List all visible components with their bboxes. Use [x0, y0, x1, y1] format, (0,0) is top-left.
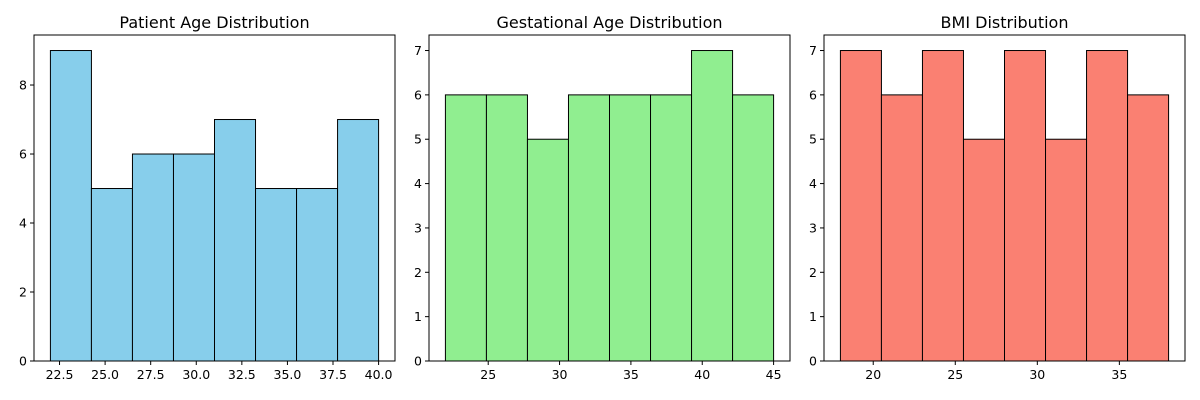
histogram-bar — [1045, 138, 1088, 362]
chart-title: BMI Distribution — [941, 13, 1069, 32]
histogram-bar — [609, 94, 652, 362]
x-tick-label: 30 — [1029, 367, 1045, 382]
x-tick-label: 35 — [623, 367, 639, 382]
x-tick-label: 40 — [694, 367, 710, 382]
x-tick-label: 32.5 — [228, 367, 256, 382]
histogram-bar — [1127, 94, 1170, 362]
x-tick-label: 35 — [1111, 367, 1127, 382]
histogram-bar — [1004, 50, 1047, 362]
histogram-bar — [49, 50, 92, 362]
y-tick-label: 0 — [414, 354, 422, 369]
axes-frame — [823, 34, 1186, 362]
gestational-age-histogram: Gestational Age Distribution 25 30 35 40 450… — [414, 13, 791, 382]
histogram-bar — [650, 94, 693, 362]
histogram-bar — [567, 94, 611, 362]
patient-age-histogram: Patient Age Distribution 22.5 25.0 27.5 30.… — [19, 13, 396, 382]
y-tick-label: 0 — [809, 354, 817, 369]
y-tick-label: 6 — [809, 87, 817, 102]
histogram-bar — [214, 119, 257, 362]
histogram-bar — [1086, 50, 1129, 362]
y-tick-label: 3 — [809, 220, 817, 235]
histogram-bar — [732, 94, 775, 362]
x-tick-label: 40.0 — [365, 367, 393, 382]
y-tick-label: 6 — [19, 147, 27, 162]
x-tick-label: 25.0 — [91, 367, 119, 382]
y-tick-label: 5 — [414, 132, 422, 147]
x-tick-label: 20 — [865, 367, 881, 382]
y-tick-label: 7 — [414, 43, 422, 58]
y-tick-label: 8 — [19, 78, 27, 93]
x-tick-label: 22.5 — [46, 367, 74, 382]
y-tick-label: 2 — [19, 285, 27, 300]
y-tick-label: 2 — [809, 265, 817, 280]
histogram-bar — [962, 138, 1006, 362]
x-tick-label: 35.0 — [274, 367, 302, 382]
x-tick-label: 30 — [552, 367, 568, 382]
histogram-bar — [172, 153, 216, 362]
x-tick-label: 37.5 — [319, 367, 347, 382]
y-tick-label: 4 — [809, 176, 817, 191]
histogram-bar — [839, 50, 882, 362]
y-tick-label: 1 — [414, 309, 422, 324]
bmi-histogram: BMI Distribution 20 25 30 35 0 1 2 3 4 5 6 7 — [809, 13, 1186, 382]
y-tick-label: 0 — [19, 354, 27, 369]
axes-frame — [33, 34, 396, 362]
y-tick-label: 6 — [414, 87, 422, 102]
x-tick-label: 25 — [947, 367, 963, 382]
histogram-bar — [337, 119, 380, 362]
histogram-bar — [444, 94, 487, 362]
y-tick-label: 4 — [414, 176, 422, 191]
histogram-bar — [691, 50, 734, 362]
y-tick-label: 1 — [809, 309, 817, 324]
x-tick-label: 45 — [766, 367, 782, 382]
x-tick-label: 25 — [480, 367, 496, 382]
axes-frame — [428, 34, 791, 362]
histogram-bar — [296, 188, 339, 362]
x-tick-label: 30.0 — [182, 367, 210, 382]
histogram-bar — [90, 188, 133, 362]
histogram-bar — [921, 50, 964, 362]
y-tick-label: 4 — [19, 216, 27, 231]
histogram-bar — [485, 94, 528, 362]
y-tick-label: 3 — [414, 220, 422, 235]
y-tick-label: 2 — [414, 265, 422, 280]
chart-title: Patient Age Distribution — [119, 13, 309, 32]
y-tick-label: 5 — [809, 132, 817, 147]
x-tick-label: 27.5 — [137, 367, 165, 382]
histogram-bar — [255, 188, 298, 362]
histogram-bar — [880, 94, 923, 362]
y-tick-label: 7 — [809, 43, 817, 58]
chart-title: Gestational Age Distribution — [496, 13, 722, 32]
histogram-bar — [526, 138, 569, 362]
histogram-bar — [131, 153, 174, 362]
